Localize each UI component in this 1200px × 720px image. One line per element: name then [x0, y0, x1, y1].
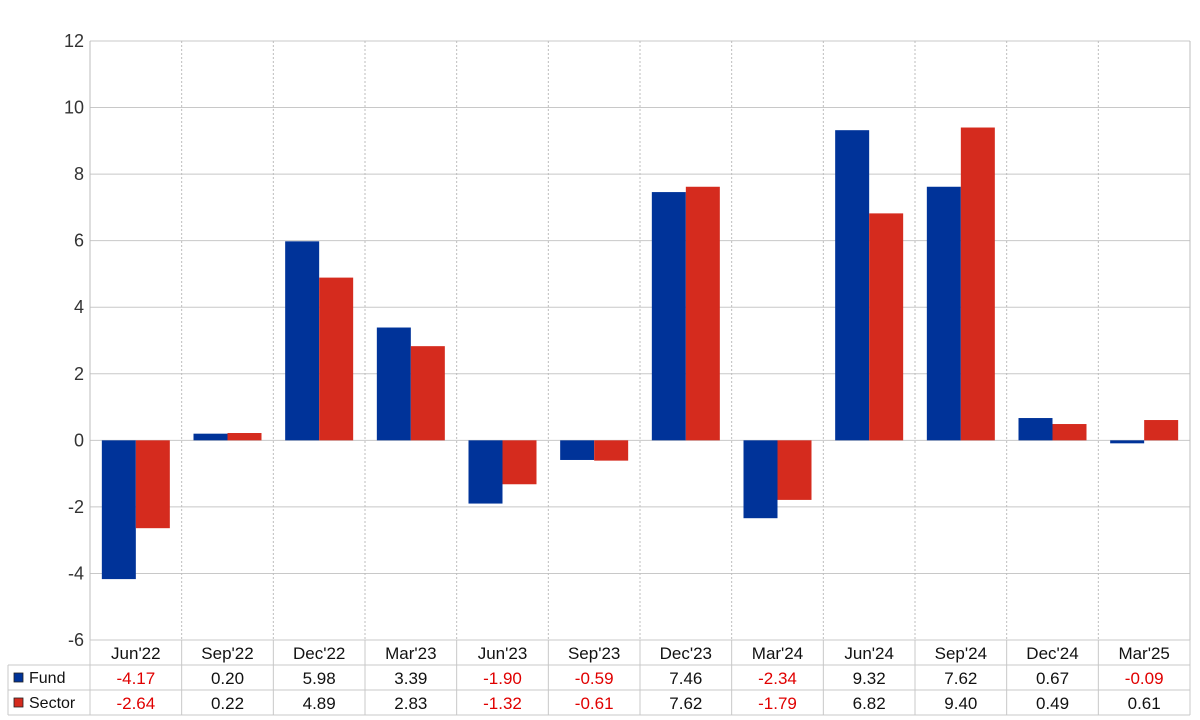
data-label: 0.49 — [1036, 694, 1069, 713]
data-label: 0.61 — [1128, 694, 1161, 713]
data-label: 3.39 — [394, 669, 427, 688]
bar-fund — [651, 192, 686, 441]
y-tick-label: 0 — [74, 430, 84, 450]
data-label: 9.40 — [944, 694, 977, 713]
bar-fund — [101, 440, 136, 580]
x-tick-label: Mar'25 — [1118, 644, 1169, 663]
data-label: -4.17 — [116, 669, 155, 688]
data-label: -0.61 — [575, 694, 614, 713]
data-label: 0.22 — [211, 694, 244, 713]
data-label: -1.79 — [758, 694, 797, 713]
bar-sector — [227, 433, 262, 441]
bars — [101, 127, 1179, 580]
bar-sector — [502, 440, 537, 485]
data-label: 2.83 — [394, 694, 427, 713]
data-label: -1.90 — [483, 669, 522, 688]
bar-fund — [926, 186, 961, 441]
data-label: 7.46 — [669, 669, 702, 688]
bar-fund — [560, 440, 595, 460]
y-tick-label: -2 — [68, 497, 84, 517]
y-tick-label: 10 — [64, 98, 84, 118]
bar-fund — [285, 241, 320, 441]
bar-sector — [1052, 424, 1087, 441]
data-label: 6.82 — [853, 694, 886, 713]
legend-swatch-sector — [13, 697, 24, 708]
data-label: -2.64 — [116, 694, 155, 713]
bar-fund — [743, 440, 778, 519]
x-tick-label: Sep'23 — [568, 644, 620, 663]
x-tick-label: Mar'23 — [385, 644, 436, 663]
y-tick-label: -4 — [68, 563, 84, 583]
data-label: -1.32 — [483, 694, 522, 713]
x-tick-label: Jun'22 — [111, 644, 161, 663]
x-tick-label: Dec'24 — [1026, 644, 1078, 663]
grid — [89, 40, 1191, 641]
bar-sector — [319, 277, 354, 441]
x-tick-label: Dec'23 — [660, 644, 712, 663]
x-tick-label: Jun'24 — [844, 644, 894, 663]
y-tick-label: 8 — [74, 164, 84, 184]
x-tick-label: Mar'24 — [752, 644, 803, 663]
data-table: Jun'22 Sep'22 Dec'22 Mar'23 Jun'23 Sep'23 Dec'… — [7, 639, 1191, 716]
y-tick-label: 6 — [74, 231, 84, 251]
legend-swatch-fund — [13, 672, 24, 683]
bar-fund — [468, 440, 503, 504]
data-label: 7.62 — [944, 669, 977, 688]
data-label: -0.59 — [575, 669, 614, 688]
bar-sector — [410, 346, 445, 441]
bar-sector — [1144, 420, 1179, 441]
bar-sector — [960, 127, 995, 441]
y-axis-ticks: 12 10 8 6 4 2 0 -2 -4 -6 — [64, 31, 84, 650]
data-label: 4.89 — [303, 694, 336, 713]
bar-sector — [777, 440, 812, 500]
bar-fund — [193, 433, 228, 441]
bar-fund — [1110, 440, 1145, 444]
x-tick-label: Sep'24 — [935, 644, 987, 663]
series-label-fund: Fund — [29, 670, 65, 687]
bar-sector — [869, 213, 904, 441]
bar-sector — [685, 186, 720, 441]
y-tick-label: 12 — [64, 31, 84, 51]
bar-sector — [135, 440, 170, 529]
y-tick-label: 2 — [74, 364, 84, 384]
data-label: 0.67 — [1036, 669, 1069, 688]
y-tick-label: 4 — [74, 297, 84, 317]
bar-fund — [376, 327, 411, 441]
data-label: -0.09 — [1125, 669, 1164, 688]
x-tick-label: Dec'22 — [293, 644, 345, 663]
x-tick-label: Jun'23 — [478, 644, 528, 663]
data-label: 5.98 — [303, 669, 336, 688]
data-label: 0.20 — [211, 669, 244, 688]
data-label: 9.32 — [853, 669, 886, 688]
bar-fund — [1018, 418, 1053, 441]
x-tick-label: Sep'22 — [201, 644, 253, 663]
series-label-sector: Sector — [29, 695, 76, 712]
data-label: -2.34 — [758, 669, 797, 688]
y-tick-label: -6 — [68, 630, 84, 650]
data-label: 7.62 — [669, 694, 702, 713]
bar-sector — [594, 440, 629, 461]
bar-fund — [835, 130, 870, 441]
